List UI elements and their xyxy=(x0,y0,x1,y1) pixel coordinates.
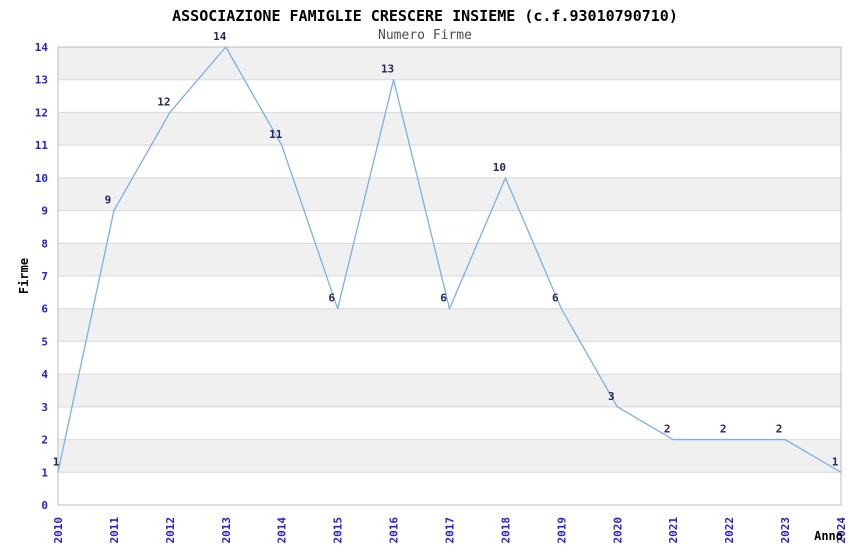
point-label: 2 xyxy=(720,423,727,436)
y-tick-label: 3 xyxy=(41,401,48,414)
plot-border xyxy=(57,46,842,506)
x-tick-label: 2014 xyxy=(276,517,289,544)
x-tick-label: 2016 xyxy=(388,517,401,544)
point-label: 12 xyxy=(157,95,170,108)
y-tick-label: 13 xyxy=(35,74,48,87)
chart-subtitle: Numero Firme xyxy=(378,28,472,43)
point-label: 10 xyxy=(493,161,506,174)
y-tick-label: 4 xyxy=(41,368,48,381)
x-tick-label: 2023 xyxy=(779,517,792,544)
y-tick-label: 5 xyxy=(41,335,48,348)
y-tick-label: 7 xyxy=(41,270,48,283)
point-label: 1 xyxy=(53,455,60,468)
y-tick-label: 10 xyxy=(35,172,48,185)
point-label: 2 xyxy=(664,423,671,436)
y-tick-label: 1 xyxy=(41,466,48,479)
point-label: 3 xyxy=(608,390,615,403)
point-label: 6 xyxy=(440,292,447,305)
point-label: 14 xyxy=(213,30,227,43)
x-tick-label: 2017 xyxy=(444,517,457,544)
x-tick-label: 2020 xyxy=(611,517,624,544)
point-label: 1 xyxy=(832,455,839,468)
y-tick-label: 14 xyxy=(35,41,49,54)
point-label: 13 xyxy=(381,63,394,76)
x-tick-label: 2018 xyxy=(499,517,512,544)
x-tick-label: 2024 xyxy=(835,517,848,544)
plot-band xyxy=(58,439,841,473)
plot-band xyxy=(58,308,841,342)
x-tick-label: 2019 xyxy=(555,517,568,544)
y-tick-label: 0 xyxy=(41,499,48,512)
plot-band xyxy=(58,177,841,211)
chart-title: ASSOCIAZIONE FAMIGLIE CRESCERE INSIEME (… xyxy=(172,7,678,25)
x-axis-title: Anno xyxy=(814,529,843,543)
y-tick-label: 8 xyxy=(41,237,48,250)
x-tick-label: 2021 xyxy=(667,517,680,544)
y-tick-label: 9 xyxy=(41,205,48,218)
x-tick-label: 2022 xyxy=(723,517,736,544)
point-label: 6 xyxy=(328,292,335,305)
y-tick-label: 12 xyxy=(35,106,48,119)
point-label: 11 xyxy=(269,128,283,141)
point-label: 9 xyxy=(105,194,112,207)
x-tick-label: 2011 xyxy=(108,517,121,544)
x-tick-label: 2012 xyxy=(164,517,177,544)
plot-band xyxy=(58,112,841,146)
y-tick-label: 11 xyxy=(35,139,49,152)
plot-band xyxy=(58,374,841,407)
point-label: 6 xyxy=(552,292,559,305)
x-tick-label: 2010 xyxy=(52,517,65,544)
point-label: 2 xyxy=(776,423,783,436)
y-tick-label: 2 xyxy=(41,434,48,447)
y-tick-label: 6 xyxy=(41,303,48,316)
series-line xyxy=(57,46,842,473)
plot-band xyxy=(58,243,841,276)
x-tick-label: 2015 xyxy=(332,517,345,544)
x-tick-label: 2013 xyxy=(220,517,233,544)
plot-band xyxy=(58,47,841,80)
